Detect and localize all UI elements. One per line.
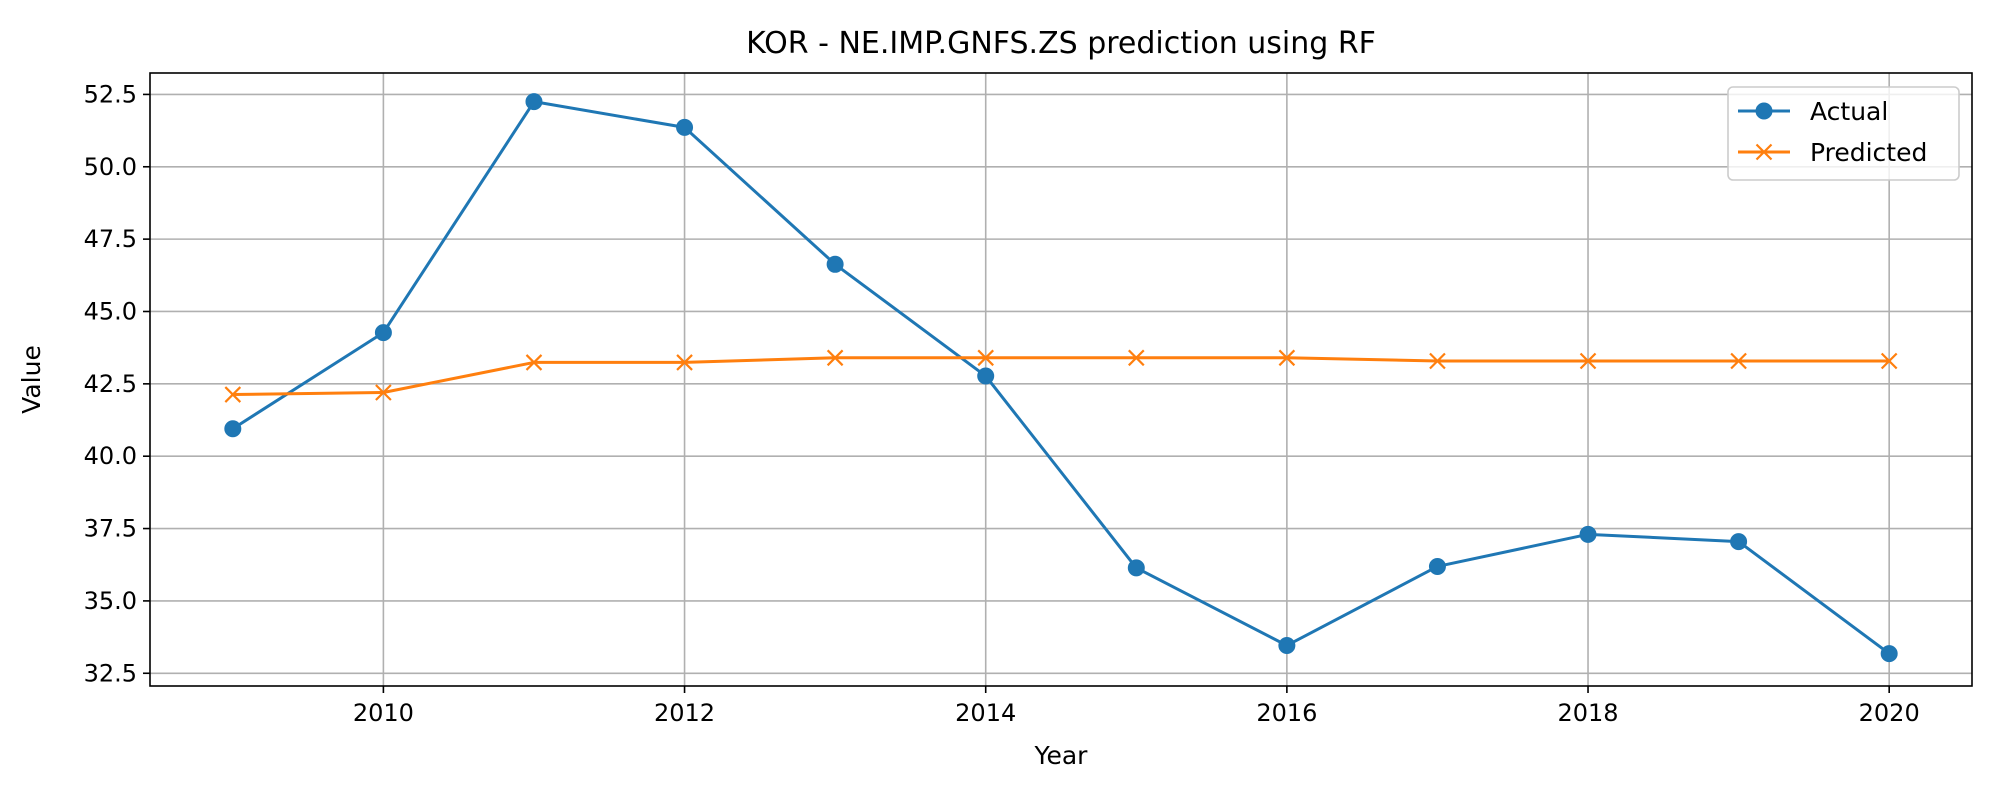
actual-data-point <box>1880 645 1898 663</box>
x-tick-label: 2014 <box>955 699 1016 727</box>
actual-data-point <box>977 367 995 385</box>
series-line-predicted <box>231 356 1891 397</box>
actual-data-point <box>676 118 694 136</box>
legend-label: Predicted <box>1810 138 1927 167</box>
legend-label: Actual <box>1810 97 1888 126</box>
predicted-data-point <box>1278 349 1296 367</box>
predicted-data-point <box>1730 352 1747 370</box>
actual-data-point <box>1579 525 1597 543</box>
legend-items: Actual Predicted <box>1738 97 1927 167</box>
actual-data-point <box>224 420 242 438</box>
y-tick-label: 37.5 <box>84 515 137 543</box>
predicted-data-point <box>1429 352 1446 370</box>
actual-data-point <box>826 255 844 273</box>
chart-title: KOR - NE.IMP.GNFS.ZS prediction using RF <box>746 26 1376 61</box>
legend-item-actual: Actual <box>1738 97 1888 126</box>
x-tick-label: 2018 <box>1557 699 1618 727</box>
predicted-data-point <box>676 354 693 371</box>
actual-data-point <box>1428 557 1446 575</box>
y-tick-label: 45.0 <box>84 297 137 325</box>
predicted-data-point <box>1880 352 1898 370</box>
y-tick-label: 42.5 <box>84 370 137 398</box>
actual-data-point <box>1127 559 1145 577</box>
series-actual <box>224 93 1898 663</box>
actual-data-point <box>1278 636 1296 654</box>
y-tick-label: 40.0 <box>84 442 137 470</box>
x-tick-label: 2016 <box>1256 699 1317 727</box>
x-tick-label: 2010 <box>353 699 414 727</box>
plot-area-frame <box>149 72 1973 687</box>
actual-data-point <box>525 93 543 111</box>
series-line-actual <box>231 100 1891 656</box>
predicted-data-point <box>826 349 844 367</box>
x-tick-label: 2012 <box>654 699 715 727</box>
x-axis-label: Year <box>1034 741 1089 770</box>
series-predicted <box>224 349 1898 403</box>
y-axis-label: Value <box>17 345 46 414</box>
actual-data-point <box>374 324 392 342</box>
series-layer <box>224 93 1898 663</box>
tick-layer: 2010 2012 2014 2016 2018 2020 32.5 35.0 37.5 40.0… <box>84 80 1920 727</box>
legend: Actual Predicted <box>1727 86 1960 181</box>
y-tick-label: 35.0 <box>84 587 137 615</box>
legend-marker <box>1755 102 1773 120</box>
x-tick-label: 2020 <box>1859 699 1920 727</box>
predicted-data-point <box>1579 352 1597 370</box>
y-tick-label: 52.5 <box>84 80 137 108</box>
predicted-data-point <box>525 354 543 371</box>
predicted-data-point <box>224 386 242 403</box>
predicted-data-point <box>977 349 994 367</box>
y-tick-label: 50.0 <box>84 153 137 181</box>
y-tick-label: 32.5 <box>84 659 137 687</box>
predicted-data-point <box>375 384 392 401</box>
predicted-data-point <box>1128 349 1145 367</box>
legend-item-predicted: Predicted <box>1738 138 1927 167</box>
actual-data-point <box>1730 533 1748 551</box>
y-tick-label: 47.5 <box>84 225 137 253</box>
legend-marker <box>1755 143 1773 161</box>
